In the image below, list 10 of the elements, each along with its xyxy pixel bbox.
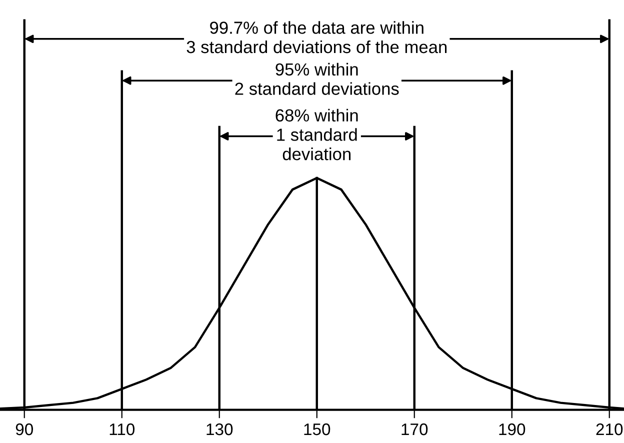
x-tick-label: 130 bbox=[206, 423, 233, 436]
x-tick-label: 90 bbox=[16, 423, 33, 436]
text: 95% within 2 standard deviations bbox=[235, 62, 399, 95]
x-tick-label: 110 bbox=[110, 423, 135, 436]
x-tick-label: 210 bbox=[596, 423, 623, 436]
x-tick-label: 190 bbox=[499, 423, 526, 436]
x-tick-label: 150 bbox=[304, 423, 330, 436]
x-tick-label: 170 bbox=[402, 423, 428, 436]
text: 99.7% of the data are within 3 standard deviations of the mean bbox=[186, 21, 447, 54]
text: 68% within 1 standard deviation bbox=[276, 108, 358, 160]
